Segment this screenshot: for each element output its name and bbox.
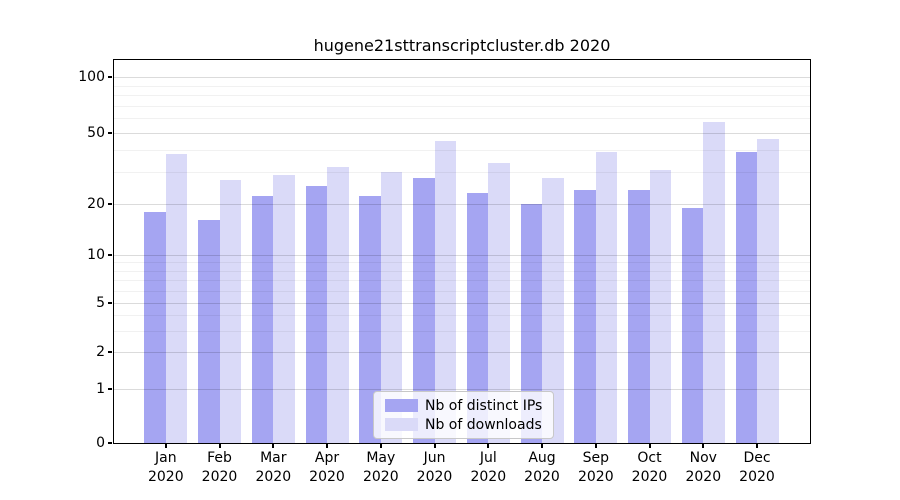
bar-distinct-ips-sep [574,189,596,443]
x-tick-oct [648,444,651,448]
gridline-y-60 [114,118,810,119]
legend-swatch-distinct-ips [385,399,418,412]
y-tick-label-0: 0 [96,435,105,451]
bar-distinct-ips-jun [413,177,435,443]
legend-label-distinct-ips: Nb of distinct IPs [425,397,543,414]
x-tick-dec [756,444,758,448]
x-tick-may [379,444,382,448]
x-tick-label-mar: Mar 2020 [255,450,292,485]
y-tick-label-10: 10 [87,247,105,263]
y-tick-20 [108,202,112,205]
x-tick-apr [326,444,328,448]
bar-distinct-ips-may [359,196,381,443]
y-tick-50 [108,131,112,134]
x-tick-label-nov: Nov 2020 [685,450,722,485]
bar-distinct-ips-nov [681,207,704,443]
bar-downloads-jul [488,162,510,443]
x-tick-label-jun: Jun 2020 [416,450,453,485]
bar-downloads-dec [757,139,779,443]
legend-swatch-downloads [385,418,418,431]
chart-title: hugene21sttranscriptcluster.db 2020 [313,36,611,55]
bar-downloads-mar [273,174,295,443]
bar-downloads-jan [165,154,188,443]
bar-distinct-ips-jan [144,211,166,443]
x-tick-label-feb: Feb 2020 [201,450,238,485]
x-tick-label-jan: Jan 2020 [147,450,184,485]
bar-downloads-jun [434,140,456,443]
y-tick-2 [108,351,112,354]
bar-distinct-ips-apr [305,186,327,443]
y-tick-label-100: 100 [78,69,105,85]
legend-item-distinct-ips: Nb of distinct IPs [385,396,542,415]
gridline-y-80 [114,94,810,96]
y-tick-label-2: 2 [96,344,105,361]
x-tick-nov [702,444,705,448]
plot-area [113,59,811,444]
x-tick-feb [218,444,221,448]
bar-distinct-ips-oct [628,189,650,443]
x-tick-sep [594,444,597,448]
x-tick-label-dec: Dec 2020 [739,450,775,485]
x-tick-label-jul: Jul 2020 [470,450,507,485]
x-tick-label-apr: Apr 2020 [309,450,345,485]
bar-downloads-aug [542,177,564,443]
gridline-y-70 [114,105,810,107]
y-tick-label-1: 1 [96,381,105,398]
y-tick-100 [108,76,112,78]
legend-label-downloads: Nb of downloads [425,416,542,433]
y-tick-5 [108,302,112,305]
x-tick-label-may: May 2020 [362,450,399,485]
bar-distinct-ips-dec [735,152,757,443]
bar-downloads-apr [327,167,349,443]
bar-downloads-may [380,172,403,443]
bar-distinct-ips-feb [198,220,220,443]
x-tick-jul [487,444,490,448]
y-tick-1 [108,388,112,391]
y-tick-label-50: 50 [87,124,105,141]
bar-downloads-sep [595,152,618,443]
y-tick-0 [108,442,112,444]
bar-downloads-nov [703,122,725,443]
legend-item-downloads: Nb of downloads [385,415,542,434]
x-tick-label-aug: Aug 2020 [524,450,560,485]
legend: Nb of distinct IPs Nb of downloads [373,391,555,439]
x-tick-jan [164,444,167,448]
gridline-y-90 [114,85,810,87]
x-tick-jun [433,444,436,448]
gridline-y-100 [114,77,810,78]
x-tick-aug [541,444,543,448]
x-tick-label-oct: Oct 2020 [631,450,668,485]
bar-distinct-ips-jul [466,192,489,443]
y-tick-10 [108,254,112,256]
bar-downloads-oct [649,169,671,443]
y-tick-label-20: 20 [87,195,105,212]
bar-downloads-feb [219,180,241,443]
x-tick-mar [272,444,275,448]
bar-distinct-ips-aug [520,203,542,443]
x-tick-label-sep: Sep 2020 [577,450,614,485]
bar-distinct-ips-mar [251,196,274,443]
y-tick-label-5: 5 [96,295,105,312]
